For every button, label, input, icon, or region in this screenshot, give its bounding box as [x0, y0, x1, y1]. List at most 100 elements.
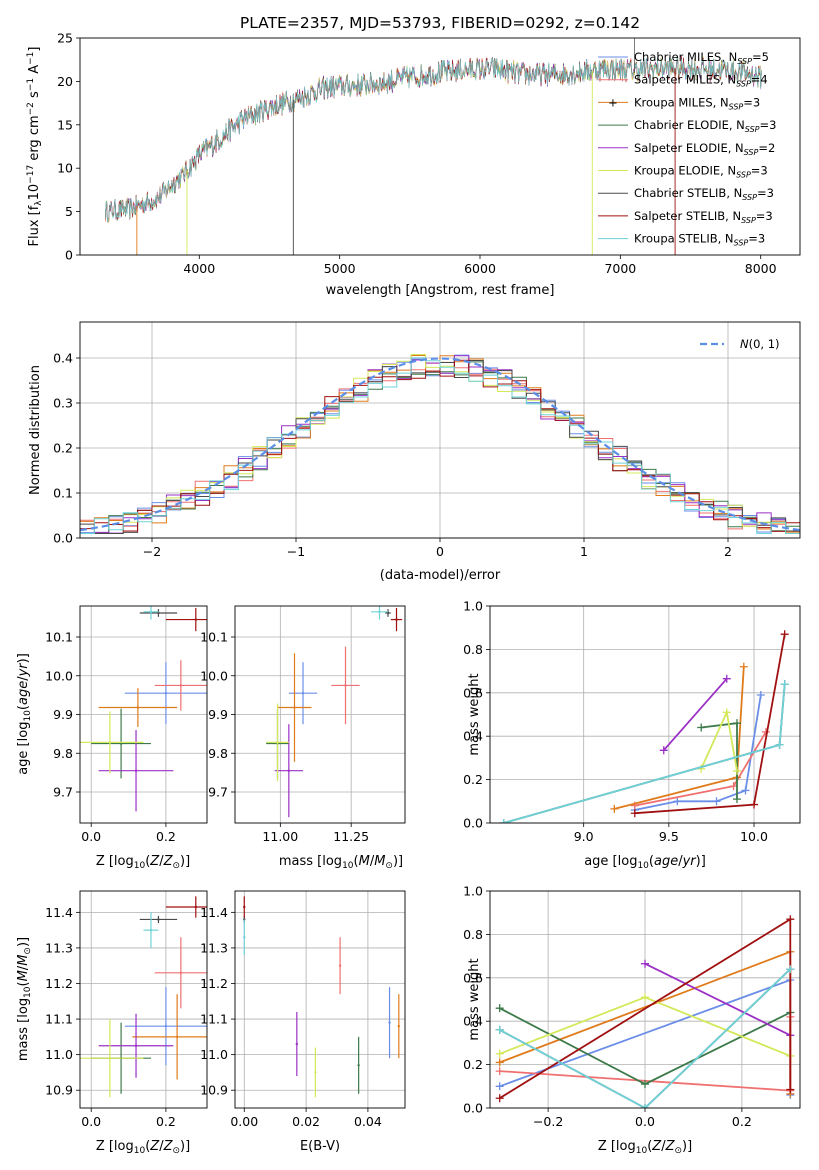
legend-label-chabrier_stelib: Chabrier STELIB, NSSP=3 — [634, 186, 774, 202]
y-tick-label: 0.6 — [463, 685, 483, 700]
point-salpeter_elodie — [295, 1042, 299, 1046]
weight-line-kroupa_stelib — [499, 968, 791, 1108]
x-tick-label: 0.0 — [81, 829, 101, 844]
x-tick-label: 4000 — [183, 261, 215, 276]
x-axis-label: mass [log10(M/M⊙)] — [279, 854, 403, 871]
axes-spectrum: 4000 5000 6000 7000 8000 0 5 10 15 20 25 — [57, 31, 777, 277]
axes-frame — [234, 890, 406, 1109]
y-tick-label: 15 — [57, 117, 73, 132]
y-axis-label: Flux [fλ10−17 erg cm−2 s−1 A−1] — [26, 47, 44, 247]
y-tick-label: 0.2 — [463, 772, 483, 787]
axes-residuals: −2 −1 0 1 2 0.0 0.1 0.2 0.3 0.4 — [53, 322, 800, 559]
y-tick-label: 0.2 — [53, 441, 73, 456]
histogram-salpeter_stelib — [80, 359, 800, 534]
y-tick-label: 1.0 — [463, 599, 483, 614]
y-tick-label: 0.4 — [463, 729, 483, 744]
weight-marker-kroupa_miles — [610, 804, 619, 813]
y-axis-label: mass [log10(M/M⊙)] — [16, 937, 33, 1061]
point-kroupa_stelib — [243, 936, 246, 939]
y-tick-label: 9.8 — [208, 746, 228, 761]
x-tick-label: 0.2 — [156, 829, 176, 844]
y-tick-label: 0.6 — [463, 970, 483, 985]
weight-marker-chabrier_miles — [673, 797, 682, 806]
x-tick-label: 0 — [436, 544, 444, 559]
point-kroupa_miles — [397, 1024, 401, 1028]
y-tick-label: 11.2 — [200, 976, 228, 991]
y-tick-label: 11.4 — [200, 905, 228, 920]
x-tick-label: 0.02 — [292, 1114, 320, 1129]
axes-mass_vs_ebv: 0.00 0.02 0.04 10.9 11.0 11.1 11.2 11.3 11.4 — [200, 891, 405, 1129]
weight-marker-chabrier_miles — [495, 1082, 504, 1091]
y-tick-label: 25 — [57, 31, 73, 46]
point-kroupa_stelib — [149, 610, 153, 614]
point-salpeter_miles — [344, 684, 347, 687]
axes-age_vs_z: 0.0 0.2 9.7 9.8 9.9 10.0 10.1 — [45, 606, 207, 844]
y-tick-label: 11.3 — [200, 940, 228, 955]
y-tick-label: 10.9 — [200, 1083, 228, 1098]
y-tick-label: 9.9 — [53, 707, 73, 722]
x-tick-label: 11.00 — [262, 829, 298, 844]
weight-marker-salpeter_stelib — [495, 1094, 504, 1103]
y-tick-label: 9.7 — [208, 785, 228, 800]
weight-marker-salpeter_miles — [495, 1067, 504, 1076]
x-tick-label: 2 — [724, 544, 732, 559]
weight-marker-kroupa_stelib — [786, 965, 795, 974]
normal-curve — [80, 357, 800, 532]
weight-marker-kroupa_elodie — [641, 993, 649, 1002]
y-tick-label: 20 — [57, 74, 73, 89]
y-tick-label: 0.0 — [463, 1101, 483, 1116]
weight-marker-kroupa_miles — [495, 1058, 504, 1067]
point-salpeter_elodie — [134, 1044, 138, 1047]
weight-marker-chabrier_miles — [741, 786, 750, 795]
y-tick-label: 10.9 — [45, 1083, 73, 1098]
y-axis-label: age [log10(age/yr)] — [16, 653, 33, 775]
x-axis-label: age [log10(age/yr)] — [584, 854, 706, 871]
point-chabrier_miles — [164, 691, 168, 695]
y-tick-label: 10 — [57, 161, 73, 176]
x-axis-label: E(B-V) — [300, 1139, 340, 1154]
legend-label-kroupa_miles: Kroupa MILES, NSSP=3 — [634, 95, 760, 111]
y-axis-label: mass weight — [467, 673, 482, 755]
weight-marker-chabrier_elodie — [697, 723, 706, 732]
weights-weight_vs_age — [499, 630, 789, 823]
y-tick-label: 0.2 — [463, 1057, 483, 1072]
point-kroupa_miles — [175, 1035, 179, 1039]
y-tick-label: 0 — [65, 248, 73, 263]
legend-label-kroupa_elodie: Kroupa ELODIE, NSSP=3 — [634, 164, 768, 180]
axes-frame — [489, 890, 801, 1109]
y-tick-label: 0.4 — [53, 351, 73, 366]
weight-marker-kroupa_stelib — [495, 1025, 504, 1034]
point-kroupa_stelib — [149, 928, 153, 932]
y-tick-label: 11.4 — [45, 905, 73, 920]
axes-frame — [79, 37, 801, 256]
legend-label-salpeter_miles: Salpeter MILES, NSSP=4 — [634, 73, 768, 89]
y-tick-label: 0.3 — [53, 396, 73, 411]
legend-label-salpeter_elodie: Salpeter ELODIE, NSSP=2 — [634, 141, 775, 157]
weight-marker-kroupa_stelib — [499, 819, 508, 823]
point-chabrier_miles — [164, 1024, 168, 1028]
y-tick-label: 0.8 — [463, 927, 483, 942]
point-salpeter_stelib — [194, 905, 197, 909]
x-tick-label: 9.5 — [659, 829, 679, 844]
spectrum-legend: Chabrier MILES, NSSP=5 Salpeter MILES, NS… — [598, 50, 776, 248]
point-kroupa_elodie — [276, 741, 279, 744]
point-salpeter_miles — [179, 971, 183, 975]
x-axis-label: Z [log10(Z/Z⊙)] — [96, 1139, 190, 1156]
errorbars-mass_vs_ebv — [243, 896, 401, 1098]
point-chabrier_miles — [388, 1021, 391, 1024]
y-tick-label: 11.0 — [45, 1047, 73, 1062]
weight-line-salpeter_stelib — [634, 634, 786, 815]
y-tick-label: 10.1 — [45, 630, 73, 645]
errorbars-age_vs_z — [80, 606, 207, 812]
point-kroupa_miles — [293, 706, 296, 709]
weight-marker-kroupa_stelib — [775, 740, 784, 749]
x-tick-label: 8000 — [745, 261, 777, 276]
point-kroupa_elodie — [108, 1056, 112, 1060]
x-tick-label: 6000 — [464, 261, 496, 276]
x-tick-label: 0.00 — [230, 1114, 258, 1129]
y-tick-label: 11.1 — [45, 1012, 73, 1027]
point-chabrier_miles — [301, 691, 305, 695]
x-tick-label: −2 — [143, 544, 161, 559]
x-tick-label: −1 — [287, 544, 305, 559]
weight-marker-salpeter_elodie — [659, 746, 668, 755]
